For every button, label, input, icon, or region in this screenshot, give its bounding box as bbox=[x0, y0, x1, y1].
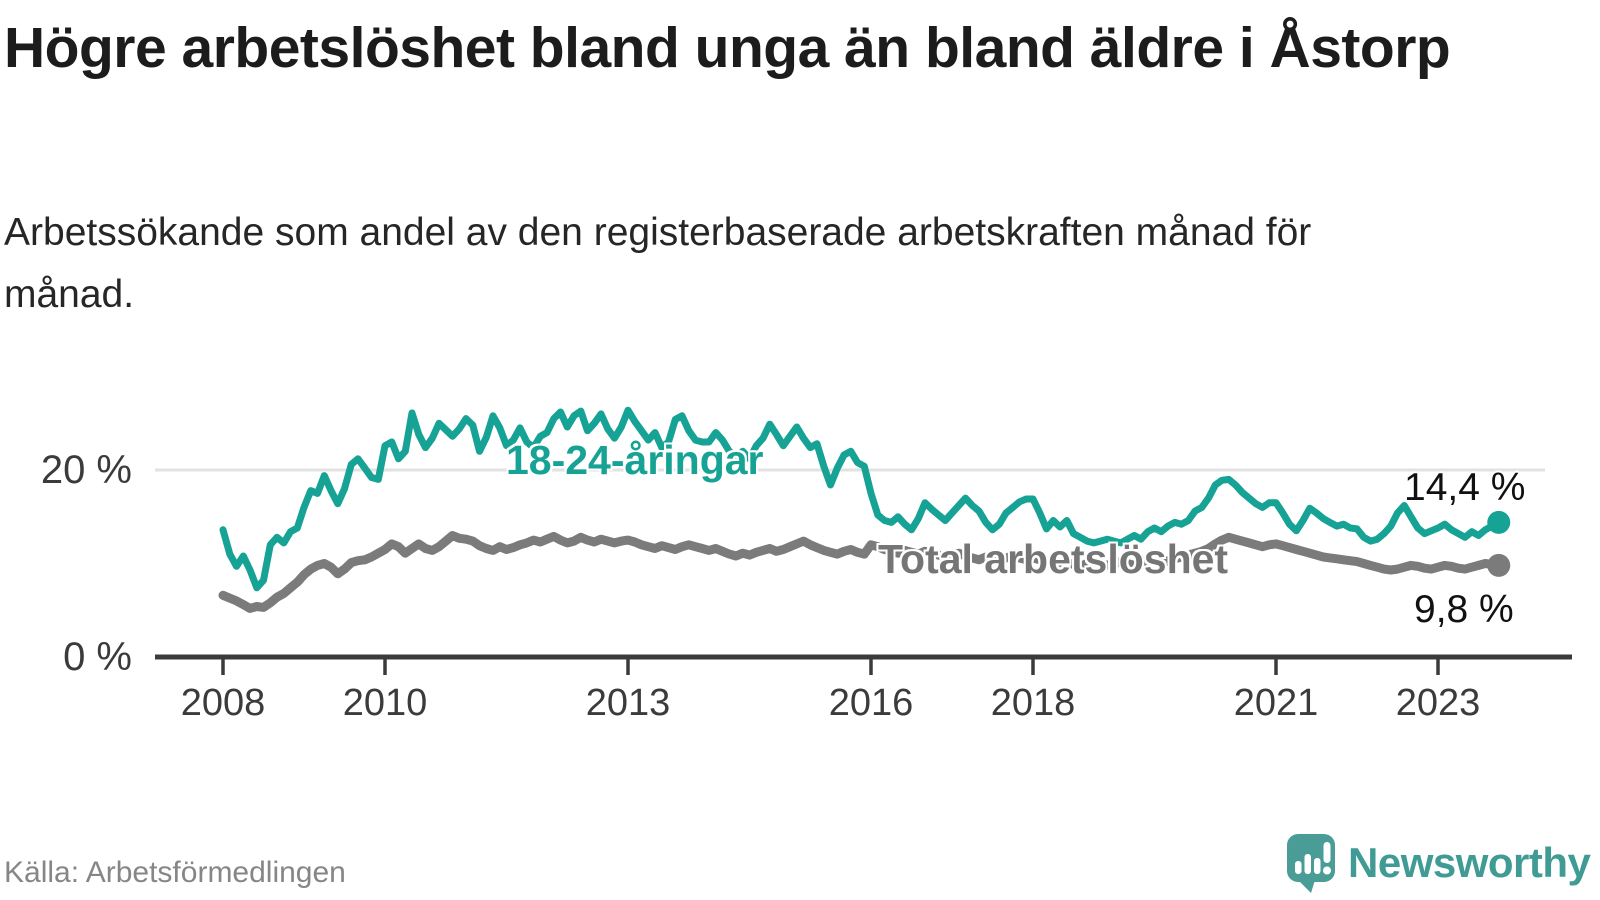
newsworthy-brand: Newsworthy bbox=[1286, 832, 1591, 894]
x-tick-label: 2021 bbox=[1233, 682, 1319, 724]
x-tick-label: 2013 bbox=[585, 682, 671, 724]
series-label-total: Total arbetslöshet bbox=[878, 536, 1229, 582]
newsworthy-brand-text: Newsworthy bbox=[1348, 839, 1591, 886]
series-line-1 bbox=[218, 531, 1504, 613]
y-tick-label: 0 % bbox=[63, 635, 132, 679]
end-value-label-youth: 14,4 % bbox=[1404, 466, 1526, 509]
newsworthy-logo-icon bbox=[1287, 834, 1335, 893]
series-end-dot-0 bbox=[1487, 510, 1511, 534]
series-label-youth: 18-24-åringar bbox=[506, 437, 764, 483]
page-subtitle: Arbetssökande som andel av den registerb… bbox=[4, 211, 1312, 317]
y-tick-label: 20 % bbox=[40, 448, 132, 492]
x-tick-label: 2016 bbox=[828, 682, 914, 724]
x-tick-label: 2023 bbox=[1395, 682, 1481, 724]
source-note: Källa: Arbetsförmedlingen bbox=[4, 856, 346, 889]
end-value-label-total: 9,8 % bbox=[1414, 588, 1514, 631]
series-line-0 bbox=[219, 406, 1503, 592]
x-tick-label: 2018 bbox=[990, 682, 1076, 724]
page-title: Högre arbetslöshet bland unga än bland ä… bbox=[4, 16, 1451, 80]
x-tick-label: 2008 bbox=[180, 682, 266, 724]
series-end-dot-1 bbox=[1487, 553, 1511, 577]
x-tick-label: 2010 bbox=[342, 682, 428, 724]
